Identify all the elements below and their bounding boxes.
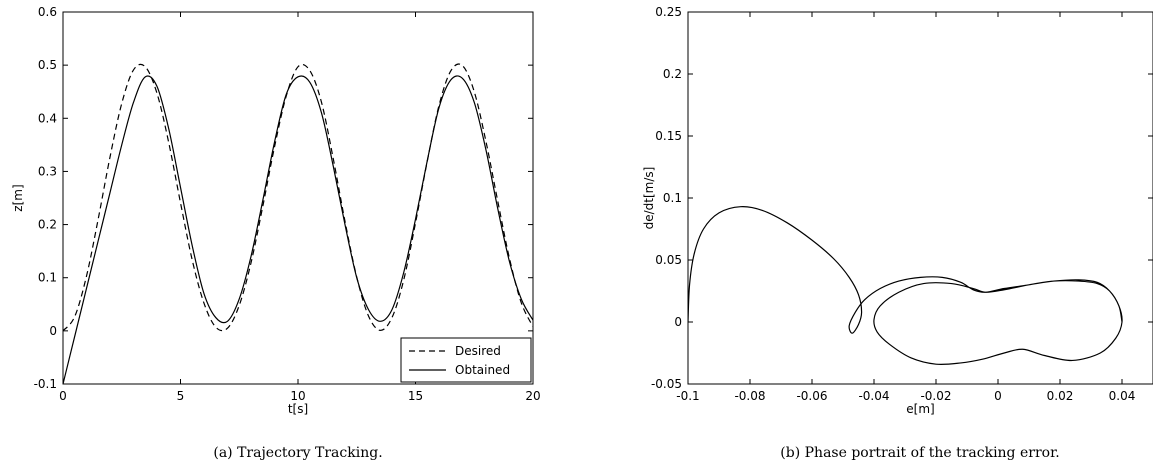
y-tick-label: 0.6 — [38, 5, 57, 19]
series-line-obtained — [63, 75, 533, 384]
x-tick-label: -0.06 — [796, 389, 827, 403]
x-axis-label: t[s] — [288, 402, 308, 416]
y-tick-label: 0.25 — [655, 5, 682, 19]
x-tick-label: 20 — [525, 389, 540, 403]
x-axis-label: e[m] — [906, 402, 934, 416]
x-tick-label: -0.08 — [734, 389, 765, 403]
x-tick-label: 0.02 — [1047, 389, 1074, 403]
x-tick-label: -0.1 — [676, 389, 699, 403]
x-tick-label: 5 — [177, 389, 185, 403]
y-tick-label: -0.1 — [34, 377, 57, 391]
y-tick-label: 0.5 — [38, 58, 57, 72]
y-tick-label: 0.2 — [38, 218, 57, 232]
x-tick-label: -0.02 — [920, 389, 951, 403]
x-tick-label: 0 — [994, 389, 1002, 403]
y-tick-label: 0.4 — [38, 111, 57, 125]
x-tick-label: -0.04 — [858, 389, 889, 403]
y-tick-label: -0.05 — [651, 377, 682, 391]
legend-box — [400, 337, 532, 383]
figure-caption: (b) Phase portrait of the tracking error… — [780, 445, 1059, 461]
figure-caption: (a) Trajectory Tracking. — [213, 445, 382, 461]
y-axis-label: de/dt[m/s] — [642, 167, 656, 230]
chart-trajectory-tracking: 0 5 10 15 20-0.100.10.20.30.40.50.6t[s]z[m](… — [11, 5, 541, 461]
series-line-desired — [63, 63, 533, 332]
chart-phase-portrait: -0.1 -0.08 -0.06 -0.04 -0.02 0 0.02 0.04 -0.05 0 0… — [642, 5, 1153, 461]
y-tick-label: 0.15 — [655, 129, 682, 143]
legend-label-obtained: Obtained — [455, 363, 510, 377]
y-tick-label: 0 — [49, 324, 57, 338]
legend: Desired Obtained — [400, 337, 532, 383]
x-tick-label: 0 — [59, 389, 67, 403]
x-tick-label: 0.04 — [1109, 389, 1136, 403]
plot-frame — [62, 11, 534, 385]
y-tick-label: 0 — [674, 315, 682, 329]
x-tick-label: 15 — [408, 389, 423, 403]
y-tick-label: 0.1 — [663, 191, 682, 205]
plot-frame — [687, 11, 1153, 385]
y-tick-label: 0.1 — [38, 271, 57, 285]
y-axis-label: z[m] — [11, 184, 25, 211]
y-tick-label: 0.3 — [38, 164, 57, 178]
y-tick-label: 0.05 — [655, 253, 682, 267]
legend-label-desired: Desired — [455, 344, 501, 358]
y-tick-label: 0.2 — [663, 67, 682, 81]
x-tick-label: 10 — [290, 389, 305, 403]
series-line-0 — [688, 206, 1123, 366]
